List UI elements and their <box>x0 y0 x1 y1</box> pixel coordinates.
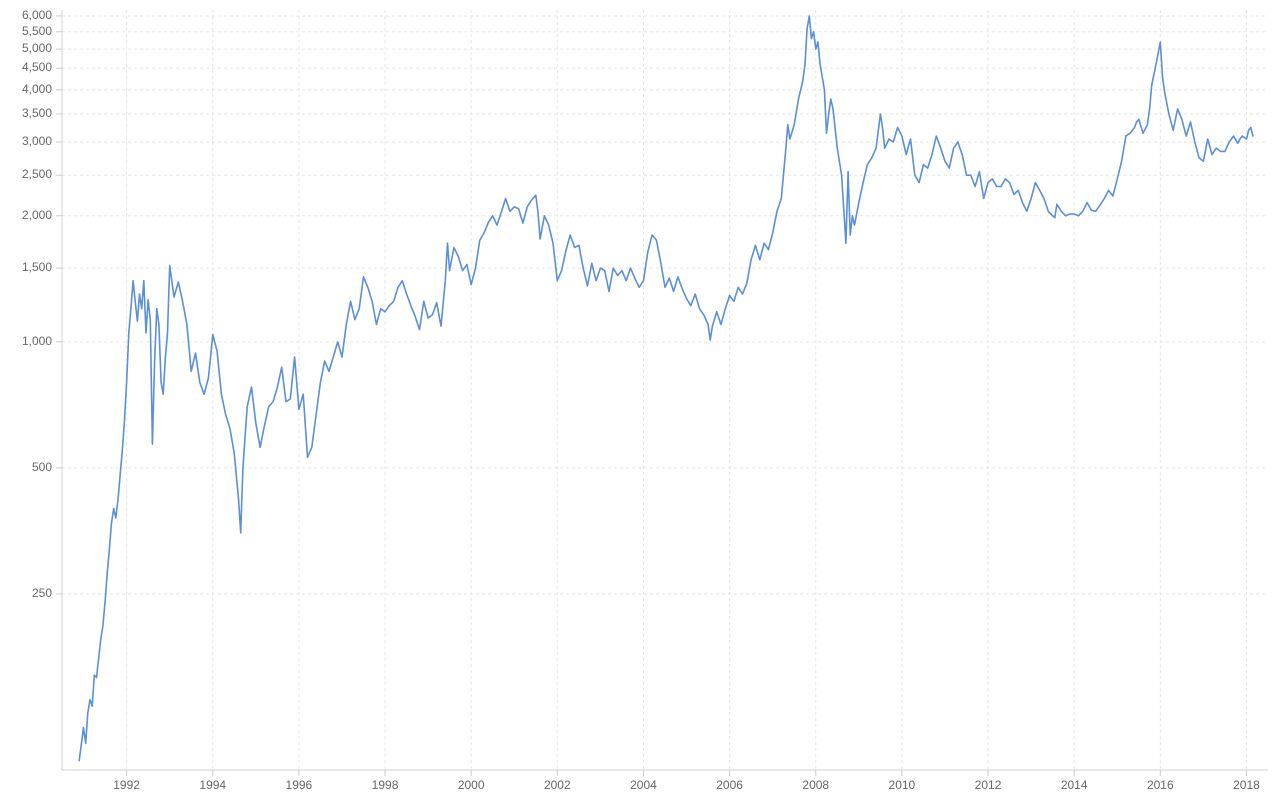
y-tick-label: 500 <box>32 460 52 474</box>
y-tick-label: 2,500 <box>22 167 52 181</box>
y-tick-label: 250 <box>32 586 52 600</box>
y-tick-label: 5,000 <box>22 41 52 55</box>
y-tick-label: 1,000 <box>22 334 52 348</box>
line-chart: 250 500 1,000 1,500 2,000 2,500 3,000 3,500 4,00… <box>0 0 1280 790</box>
y-tick-label: 6,000 <box>22 8 52 22</box>
chart-svg <box>0 0 1280 790</box>
y-tick-label: 1,500 <box>22 260 52 274</box>
y-tick-label: 3,500 <box>22 106 52 120</box>
y-tick-label: 2,000 <box>22 208 52 222</box>
y-tick-label: 4,500 <box>22 60 52 74</box>
y-tick-label: 4,000 <box>22 82 52 96</box>
y-tick-label: 3,000 <box>22 134 52 148</box>
y-tick-label: 5,500 <box>22 24 52 38</box>
